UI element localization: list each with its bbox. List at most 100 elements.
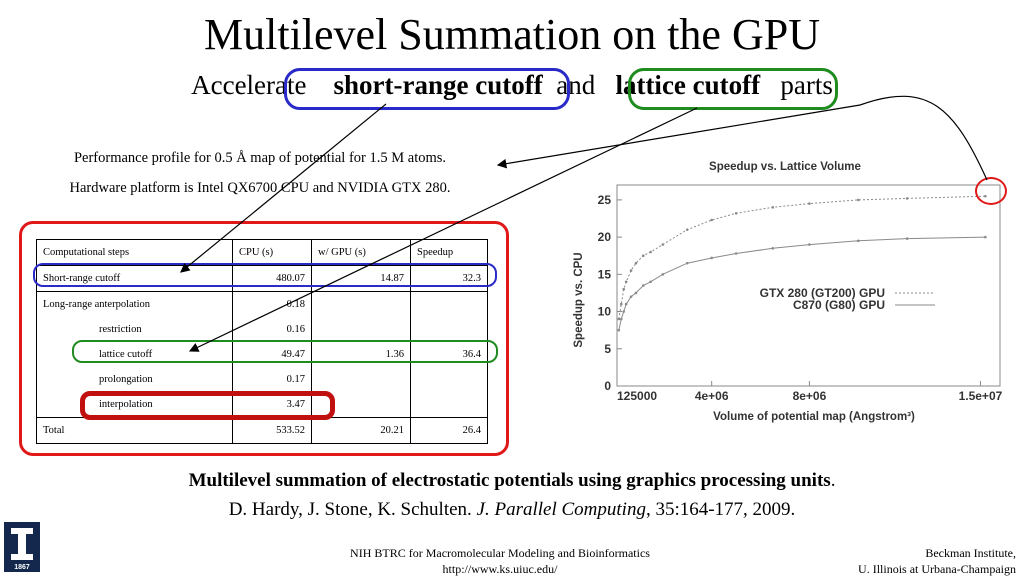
x-tick-label: 125000 xyxy=(617,389,657,403)
citation-reference: D. Hardy, J. Stone, K. Schulten. J. Para… xyxy=(0,499,1024,521)
footer-right: Beckman Institute, U. Illinois at Urbana… xyxy=(780,545,1016,577)
data-point xyxy=(856,239,860,243)
citation-title: Multilevel summation of electrostatic po… xyxy=(188,470,836,491)
citation-journal: J. Parallel Computing xyxy=(476,499,646,520)
footer-organization: NIH BTRC for Macromolecular Modeling and… xyxy=(350,546,650,560)
slide-title: Multilevel Summation on the GPU xyxy=(204,10,820,59)
data-point xyxy=(634,291,638,295)
highlight-short-range-subtitle xyxy=(284,68,570,110)
x-tick-label: 1.5e+07 xyxy=(959,389,1003,403)
data-point xyxy=(661,243,665,246)
x-tick-label: 8e+06 xyxy=(793,389,827,403)
row-step: interpolation xyxy=(36,392,233,418)
data-point xyxy=(617,317,621,321)
data-point xyxy=(649,280,652,284)
footer-url[interactable]: http://www.ks.uiuc.edu/ xyxy=(442,562,558,576)
table-row: restriction 0.16 xyxy=(36,317,488,342)
data-point xyxy=(649,250,652,254)
row-cpu: 0.18 xyxy=(232,291,312,317)
legend-entry: C870 (G80) GPU xyxy=(793,298,885,312)
data-point xyxy=(685,261,689,265)
hardware-note: Hardware platform is Intel QX6700 CPU an… xyxy=(69,180,451,196)
chart-y-label: Speedup vs. CPU xyxy=(573,252,585,347)
citation-details: , 35:164-177, 2009. xyxy=(645,499,796,520)
y-tick-label: 15 xyxy=(598,267,612,281)
x-tick-label: 4e+06 xyxy=(695,389,729,403)
illinois-i-icon: 1867 xyxy=(11,528,33,571)
highlight-lattice-row xyxy=(72,340,498,363)
data-point xyxy=(624,302,628,306)
chart-title: Speedup vs. Lattice Volume xyxy=(709,161,861,173)
data-point xyxy=(808,243,811,246)
table-row-total: Total 533.52 20.21 26.4 xyxy=(36,417,488,444)
footer-university: U. Illinois at Urbana-Champaign xyxy=(858,562,1016,576)
data-point xyxy=(685,228,689,231)
data-point xyxy=(629,295,633,298)
data-point xyxy=(905,197,909,200)
data-point xyxy=(622,287,626,291)
footer-institute: Beckman Institute, xyxy=(925,546,1016,560)
data-point xyxy=(622,310,626,313)
row-gpu xyxy=(311,317,411,342)
row-gpu: 20.21 xyxy=(311,417,411,444)
row-step: restriction xyxy=(36,317,233,342)
data-point xyxy=(734,252,738,255)
data-point xyxy=(619,302,623,306)
data-point xyxy=(641,284,645,287)
data-point xyxy=(734,211,738,215)
y-tick-label: 25 xyxy=(598,193,612,207)
row-gpu xyxy=(311,367,411,392)
data-point xyxy=(629,269,633,272)
row-speedup xyxy=(410,392,488,418)
data-point xyxy=(710,218,713,222)
data-point xyxy=(661,273,665,276)
row-gpu xyxy=(311,291,411,317)
speedup-chart: Speedup vs. Lattice Volume Speedup vs. C… xyxy=(573,161,1003,423)
row-step: Long-range anterpolation xyxy=(36,291,233,317)
row-cpu: 3.47 xyxy=(232,392,312,418)
y-tick-label: 20 xyxy=(598,230,612,244)
legend-entry: GTX 280 (GT200) GPU xyxy=(760,286,885,300)
university-logo: 1867 xyxy=(4,522,40,572)
logo-year: 1867 xyxy=(14,564,30,571)
row-speedup xyxy=(410,317,488,342)
row-speedup xyxy=(410,367,488,392)
series-line xyxy=(618,236,986,331)
row-step: Total xyxy=(36,417,233,444)
highlight-chart-max-point xyxy=(975,177,1007,205)
data-point xyxy=(856,198,860,202)
header-speedup: Speedup xyxy=(410,239,488,266)
data-point xyxy=(771,246,775,250)
footer-center: NIH BTRC for Macromolecular Modeling and… xyxy=(300,545,700,577)
data-point xyxy=(905,237,909,240)
header-gpu: w/ GPU (s) xyxy=(311,239,411,266)
data-point xyxy=(641,254,645,258)
y-tick-label: 0 xyxy=(604,379,611,393)
table-header-row: Computational steps CPU (s) w/ GPU (s) S… xyxy=(36,239,488,266)
citation-title-text: Multilevel summation of electrostatic po… xyxy=(188,470,831,491)
data-point xyxy=(617,328,621,332)
row-cpu: 533.52 xyxy=(232,417,312,444)
data-point xyxy=(619,317,623,321)
row-cpu: 0.17 xyxy=(232,367,312,392)
data-point xyxy=(771,206,775,209)
citation-authors: D. Hardy, J. Stone, K. Schulten. xyxy=(228,499,472,520)
row-speedup: 26.4 xyxy=(410,417,488,444)
data-point xyxy=(808,202,811,205)
chart-x-label: Volume of potential map (Angstrom³) xyxy=(713,411,915,423)
subtitle-term-short-range: short-range cutoff xyxy=(333,70,543,100)
header-steps: Computational steps xyxy=(36,239,233,266)
data-point xyxy=(634,261,638,265)
data-point xyxy=(984,235,987,239)
y-tick-label: 5 xyxy=(604,342,611,356)
highlight-lattice-subtitle xyxy=(628,68,838,110)
table-row: Long-range anterpolation 0.18 xyxy=(36,291,488,317)
performance-note: Performance profile for 0.5 Å map of pot… xyxy=(73,150,447,166)
row-speedup xyxy=(410,291,488,317)
highlight-interpolation-row xyxy=(80,391,335,420)
row-cpu: 0.16 xyxy=(232,317,312,342)
table-row: prolongation 0.17 xyxy=(36,367,488,392)
data-point xyxy=(710,256,713,260)
header-cpu: CPU (s) xyxy=(232,239,312,266)
